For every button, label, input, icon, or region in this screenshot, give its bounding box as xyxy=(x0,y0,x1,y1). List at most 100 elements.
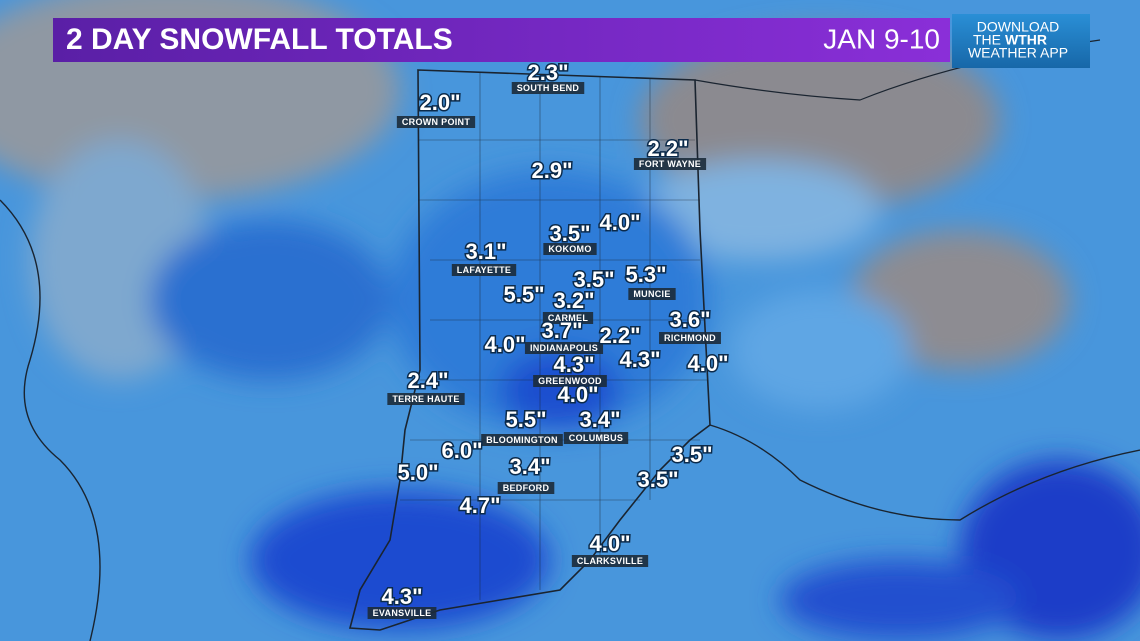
city-label: 4.3" xyxy=(618,345,662,373)
header-bar xyxy=(53,18,950,62)
city-label: 4.0" xyxy=(598,208,642,236)
title: 2 DAY SNOWFALL TOTALS xyxy=(66,23,453,56)
snow-total: 3.5" xyxy=(573,267,614,292)
snow-total: 4.0" xyxy=(557,382,598,407)
snow-total: 2.0" xyxy=(419,90,460,115)
city-box xyxy=(571,555,649,567)
date: JAN 9-10 xyxy=(823,23,940,54)
city-label: 3.5" xyxy=(670,440,714,468)
city-label: 4.0" xyxy=(483,330,527,358)
city-label: 3.5" xyxy=(572,265,616,293)
snow-total: 3.1" xyxy=(465,239,506,264)
city-box xyxy=(659,332,721,344)
city-box xyxy=(563,432,629,444)
city-box xyxy=(387,393,465,405)
header: 2 DAY SNOWFALL TOTALS JAN 9-10 DOWNLOAD … xyxy=(53,14,1090,68)
city-box xyxy=(543,243,597,255)
city-box xyxy=(367,607,437,619)
city-label: CROWN POINT 2.0" xyxy=(396,88,476,128)
city-box xyxy=(511,82,585,94)
snow-total: 2.4" xyxy=(407,368,448,393)
snow-total: 5.3" xyxy=(625,262,666,287)
snow-total: 4.3" xyxy=(381,584,422,609)
snow-total: 4.7" xyxy=(459,493,500,518)
city-name: SOUTH BEND xyxy=(517,83,580,93)
city-label: 5.0" xyxy=(396,458,440,486)
city-label: 4.7" xyxy=(458,491,502,519)
app-promo-box[interactable] xyxy=(952,14,1090,68)
snow-total: 3.5" xyxy=(637,467,678,492)
snow-total: 4.0" xyxy=(599,210,640,235)
promo-brand: WTHR xyxy=(1005,32,1047,48)
city-name: COLUMBUS xyxy=(569,433,623,443)
city-name: EVANSVILLE xyxy=(373,608,432,618)
city-box xyxy=(451,264,517,276)
city-name: FORT WAYNE xyxy=(639,159,701,169)
snow-total: 2.2" xyxy=(647,136,688,161)
snow-total: 3.7" xyxy=(541,318,582,343)
snow-total: 5.5" xyxy=(503,282,544,307)
city-label: 3.5" xyxy=(636,465,680,493)
city-box xyxy=(497,482,555,494)
city-name: CLARKSVILLE xyxy=(577,556,643,566)
city-name: RICHMOND xyxy=(664,333,716,343)
city-box xyxy=(396,116,476,128)
city-name: KOKOMO xyxy=(548,244,591,254)
city-box xyxy=(481,434,563,446)
snow-total: 5.5" xyxy=(505,407,546,432)
city-label: 2.2" xyxy=(598,321,642,349)
city-box xyxy=(633,158,707,170)
city-name: INDIANAPOLIS xyxy=(530,343,598,353)
city-label: 6.0" xyxy=(440,436,484,464)
snow-total: 4.0" xyxy=(589,531,630,556)
snow-total: 4.3" xyxy=(553,352,594,377)
snow-total: 5.0" xyxy=(397,460,438,485)
city-name: BLOOMINGTON xyxy=(486,435,558,445)
snow-total: 2.2" xyxy=(599,323,640,348)
promo-line: THE xyxy=(973,32,1001,48)
city-label: MUNCIE 5.3" xyxy=(624,260,676,300)
city-label: 4.0" xyxy=(686,349,730,377)
snow-total: 3.4" xyxy=(579,407,620,432)
snow-total: 3.6" xyxy=(669,307,710,332)
city-label: 2.9" xyxy=(530,156,574,184)
city-name: TERRE HAUTE xyxy=(392,394,459,404)
city-box xyxy=(533,375,607,387)
city-name: GREENWOOD xyxy=(538,376,602,386)
snow-total: 2.3" xyxy=(527,60,568,85)
snow-total: 2.9" xyxy=(531,158,572,183)
city-name: LAFAYETTE xyxy=(457,265,511,275)
city-name: BEDFORD xyxy=(503,483,550,493)
snow-total: 3.4" xyxy=(509,454,550,479)
city-box xyxy=(628,288,676,300)
snow-total: 3.2" xyxy=(553,288,594,313)
snow-total: 4.0" xyxy=(484,332,525,357)
city-label: 4.0" xyxy=(556,380,600,408)
city-box xyxy=(542,312,594,324)
snow-total: 4.0" xyxy=(687,351,728,376)
snow-total: 3.5" xyxy=(671,442,712,467)
promo-line: DOWNLOAD xyxy=(977,19,1059,35)
city-name: MUNCIE xyxy=(633,289,670,299)
snow-total: 4.3" xyxy=(619,347,660,372)
snow-total: 6.0" xyxy=(441,438,482,463)
promo-line: WEATHER APP xyxy=(968,45,1068,61)
city-name: CROWN POINT xyxy=(402,117,470,127)
snow-total: 3.5" xyxy=(549,221,590,246)
city-name: CARMEL xyxy=(548,313,588,323)
city-box xyxy=(524,342,604,354)
